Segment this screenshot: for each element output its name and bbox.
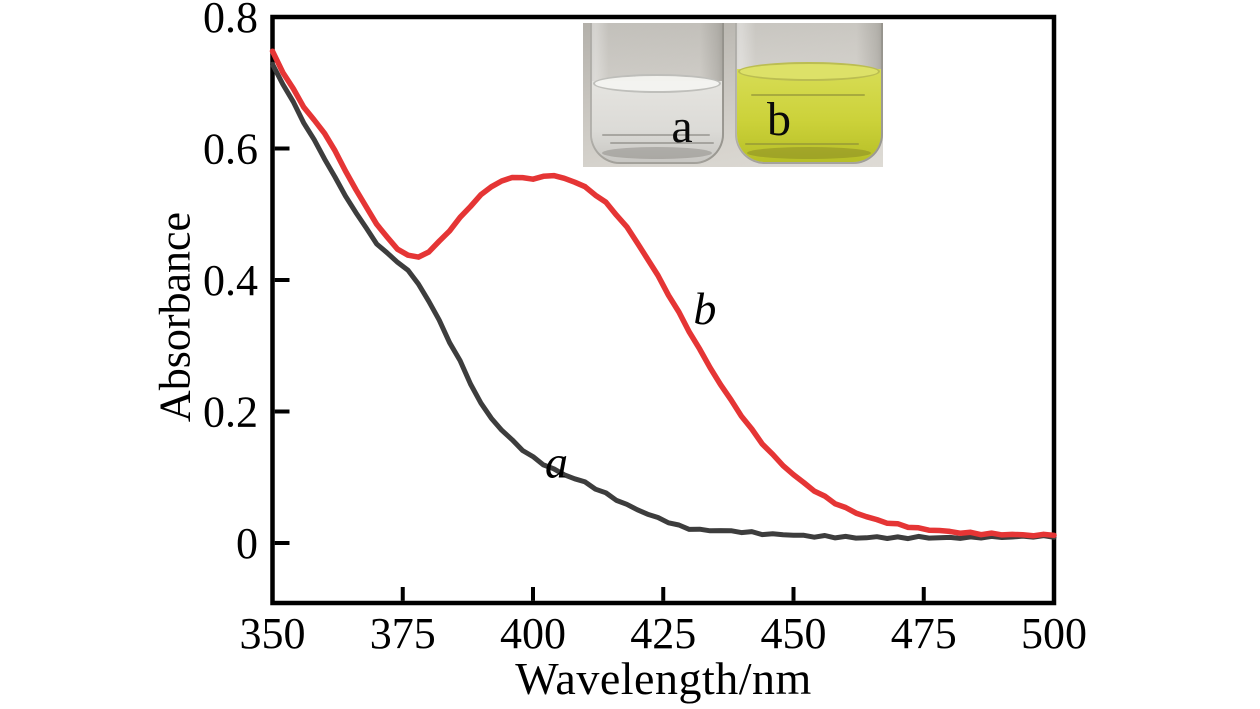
curve-a [270,61,1057,542]
curve-b [269,48,1057,539]
x-tick-label: 475 [891,609,957,658]
curve-label-b: b [693,283,716,334]
vial-b-label: b [767,93,791,146]
reflection-line [751,94,865,96]
y-tick-label: 0.6 [203,125,258,174]
plot-frame [270,14,1057,606]
vial-a: a [590,23,724,164]
x-tick-label: 450 [761,609,827,658]
y-tick-label: 0.2 [203,388,258,437]
reflection-line [610,142,714,144]
cuvette-photo-inset: a b [583,23,883,167]
x-axis-title: Wavelength/nm [515,653,812,704]
vial-a-label: a [671,100,693,153]
x-tick-label: 500 [1021,609,1087,658]
reflection-line [602,134,710,136]
x-tick-label: 400 [500,609,566,658]
y-tick-label: 0.4 [203,256,258,305]
y-axis-title: Absorbance [150,211,200,423]
y-tick-label: 0 [236,519,258,568]
y-tick-label: 0.8 [203,0,258,42]
vial-a-liquid [592,74,722,162]
vial-b-liquid [737,62,881,162]
x-tick-label: 375 [370,609,436,658]
x-tick-label: 350 [240,609,306,658]
curve-label-a: a [545,437,568,488]
reflection-line [745,143,859,145]
x-tick-label: 425 [630,609,696,658]
vial-b: b [735,23,883,164]
